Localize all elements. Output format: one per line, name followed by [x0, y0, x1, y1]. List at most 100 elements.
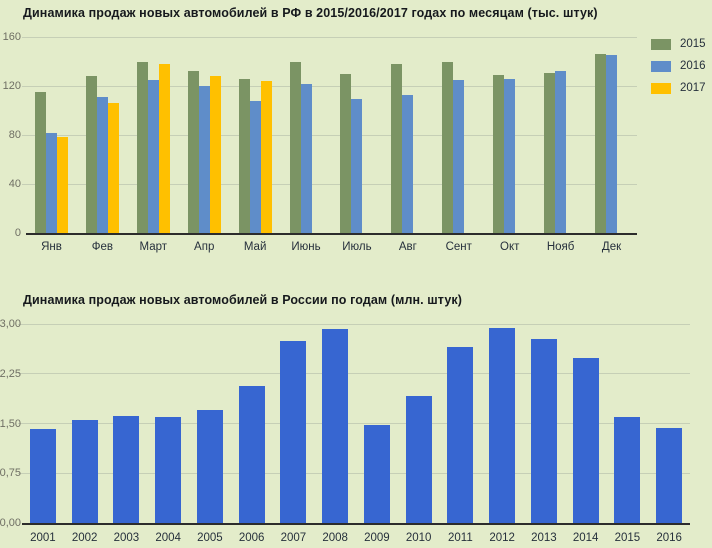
x-axis-line	[26, 233, 637, 235]
bar-2015-Фев	[85, 76, 97, 233]
bar-2015-Апр	[187, 71, 199, 233]
x-tick-label: 2007	[280, 532, 307, 544]
x-tick-label: 2013	[531, 532, 557, 544]
y-tick-label: 160	[2, 31, 21, 43]
bar-sales-2007	[280, 340, 307, 523]
legend-item-2016: 2016	[651, 60, 706, 72]
bar-2016-Авг	[402, 94, 414, 233]
x-tick-label: Апр	[194, 241, 215, 253]
bar-sales-2003	[113, 415, 140, 523]
bar-2015-Нояб	[544, 72, 556, 233]
y-tick-label: 3,00	[0, 318, 21, 330]
legend-swatch-2017	[651, 82, 671, 94]
bar-2016-Май	[249, 100, 261, 233]
bar-2017-Май	[260, 81, 272, 233]
bar-sales-2011	[447, 347, 474, 523]
x-tick-label: 2001	[30, 532, 56, 544]
x-tick-label: Нояб	[546, 241, 575, 253]
x-tick-label: 2009	[364, 532, 390, 544]
bar-2017-Янв	[56, 137, 68, 233]
bar-2015-Дек	[595, 54, 607, 233]
x-tick-label: 2014	[572, 532, 599, 544]
x-tick-label: Дек	[601, 241, 622, 253]
bar-2015-Янв	[34, 92, 46, 233]
x-tick-label: 2005	[197, 532, 223, 544]
legend-label-2016: 2016	[680, 60, 706, 72]
x-tick-label: Фев	[91, 241, 113, 253]
x-tick-label: Авг	[398, 241, 417, 253]
bar-2015-Авг	[391, 63, 403, 233]
y-tick-label: 1,50	[0, 417, 21, 430]
bar-2017-Апр	[209, 76, 221, 233]
bar-2015-Окт	[493, 74, 505, 233]
x-tick-label: 2016	[656, 532, 682, 544]
x-tick-label: 2002	[71, 532, 98, 544]
monthly-sales-chart: Динамика продаж новых автомобилей в РФ в…	[2, 6, 706, 253]
bar-sales-2012	[489, 327, 516, 523]
x-tick-label: 2010	[405, 532, 432, 544]
bar-sales-2002	[71, 420, 98, 523]
x-tick-label: Сент	[445, 241, 472, 253]
bar-sales-2010	[405, 396, 432, 523]
y-tick-label: 0	[14, 227, 21, 239]
bar-2015-Сент	[442, 61, 454, 233]
x-tick-label: Май	[243, 241, 267, 253]
legend-swatch-2016	[651, 60, 671, 72]
bar-sales-2004	[155, 416, 182, 523]
monthly-chart-title: Динамика продаж новых автомобилей в РФ в…	[23, 6, 598, 20]
y-tick-label: 40	[8, 178, 21, 190]
bar-sales-2001	[29, 428, 56, 523]
gridline	[18, 472, 690, 474]
bar-2015-Июнь	[289, 61, 301, 233]
bar-sales-2013	[530, 338, 557, 523]
bar-sales-2009	[363, 425, 390, 523]
bar-2015-Июль	[340, 73, 352, 233]
x-tick-label: 2003	[113, 532, 140, 544]
y-tick-label: 80	[8, 129, 21, 141]
bar-sales-2008	[322, 329, 349, 523]
bar-2016-Нояб	[555, 71, 567, 233]
yearly-chart-title: Динамика продаж новых автомобилей в Росс…	[23, 293, 463, 307]
y-tick-label: 2,25	[0, 367, 21, 380]
gridline	[22, 134, 637, 136]
bar-2016-Янв	[45, 132, 57, 233]
legend-swatch-2015	[651, 38, 671, 50]
bar-2016-Март	[147, 79, 159, 233]
bar-2016-Июль	[351, 99, 363, 233]
bar-2016-Фев	[96, 97, 108, 233]
y-tick-label: 120	[2, 80, 21, 92]
x-tick-label: Июнь	[291, 241, 321, 253]
bar-2017-Март	[158, 63, 170, 233]
x-tick-label: 2011	[448, 532, 473, 544]
bar-sales-2016	[656, 428, 683, 523]
gridline	[22, 183, 637, 185]
x-tick-label: Окт	[500, 241, 520, 253]
x-tick-label: Янв	[41, 241, 62, 253]
bar-2015-Март	[136, 61, 148, 233]
y-tick-label: 0,75	[0, 467, 21, 480]
bar-sales-2005	[196, 410, 223, 523]
bar-2016-Июнь	[300, 83, 312, 233]
gridline	[22, 85, 637, 87]
bar-2016-Апр	[198, 86, 210, 233]
x-axis-line	[22, 523, 690, 525]
bar-2016-Дек	[606, 55, 618, 233]
yearly-sales-chart: Динамика продаж новых автомобилей в Росс…	[0, 285, 712, 548]
bar-sales-2014	[572, 357, 599, 523]
gridline	[18, 373, 690, 375]
bar-2017-Фев	[107, 103, 119, 233]
legend-item-2015: 2015	[651, 38, 706, 50]
bar-sales-2006	[238, 385, 265, 523]
bar-sales-2015	[614, 416, 641, 523]
x-tick-label: Март	[139, 241, 168, 253]
bar-2016-Окт	[504, 78, 516, 233]
x-tick-label: 2004	[155, 532, 181, 544]
x-tick-label: Июль	[342, 241, 372, 253]
x-tick-label: 2006	[238, 532, 265, 544]
y-tick-label: 0,00	[0, 517, 21, 529]
bar-2016-Сент	[453, 79, 465, 233]
bar-2015-Май	[238, 78, 250, 233]
legend-item-2017: 2017	[651, 82, 706, 94]
gridline	[18, 423, 690, 424]
legend-label-2015: 2015	[680, 38, 706, 50]
